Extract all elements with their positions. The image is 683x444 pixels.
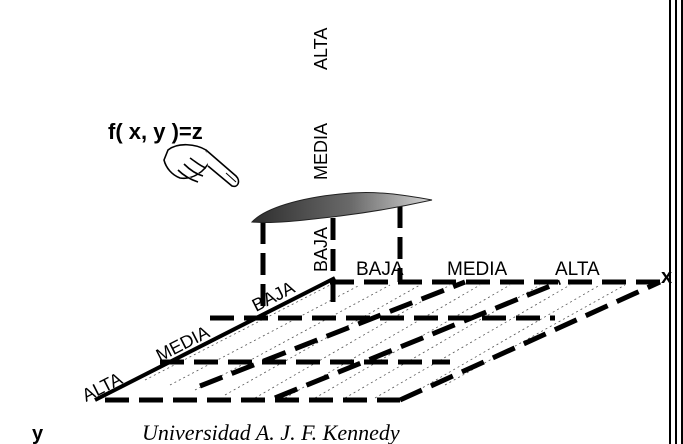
y-axis-line — [94, 276, 336, 402]
y-axis-name: y — [32, 423, 44, 444]
x-label-media: MEDIA — [447, 259, 508, 280]
fuzzy-surface-patch — [250, 192, 433, 224]
x-label-alta: ALTA — [555, 259, 600, 280]
plane-grid — [105, 279, 662, 403]
grid-line-right — [398, 279, 662, 403]
grid-line-col-3 — [274, 279, 561, 401]
grid-line-col-2 — [199, 279, 466, 389]
x-axis-name: x — [661, 266, 672, 288]
z-label-baja: BAJA — [311, 227, 331, 272]
y-label-media: MEDIA — [153, 322, 213, 366]
surface-drop-lines — [260, 206, 403, 318]
grid-hatching — [144, 284, 626, 399]
right-frame — [669, 0, 683, 444]
footer-institution: Universidad A. J. F. Kennedy — [142, 420, 400, 444]
pointing-hand-icon — [163, 143, 240, 188]
x-label-baja: BAJA — [356, 259, 404, 280]
z-label-alta: ALTA — [311, 28, 331, 70]
z-label-media: MEDIA — [311, 123, 331, 180]
formula-text: f( x, y )=z — [108, 119, 203, 144]
